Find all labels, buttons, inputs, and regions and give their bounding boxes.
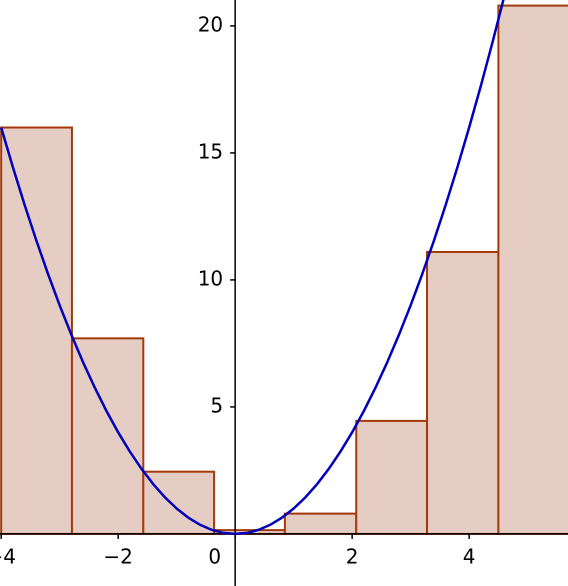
y-tick-label: 15 bbox=[198, 139, 223, 163]
curve bbox=[0, 0, 505, 536]
y-tick-label: 20 bbox=[198, 12, 223, 36]
bar bbox=[497, 4, 568, 535]
bar bbox=[426, 250, 500, 535]
bar bbox=[355, 419, 429, 535]
x-tick-label: 4 bbox=[463, 544, 476, 568]
y-tick-label: 10 bbox=[198, 266, 223, 290]
x-tick-label: −4 bbox=[0, 544, 16, 568]
x-tick-label: 0 bbox=[208, 544, 221, 568]
y-tick-label: 5 bbox=[210, 393, 223, 417]
x-tick-label: 2 bbox=[346, 544, 359, 568]
bar bbox=[0, 126, 73, 535]
x-tick-label: −2 bbox=[103, 544, 132, 568]
bar bbox=[283, 512, 358, 535]
bar bbox=[70, 337, 145, 535]
bar bbox=[142, 470, 216, 535]
